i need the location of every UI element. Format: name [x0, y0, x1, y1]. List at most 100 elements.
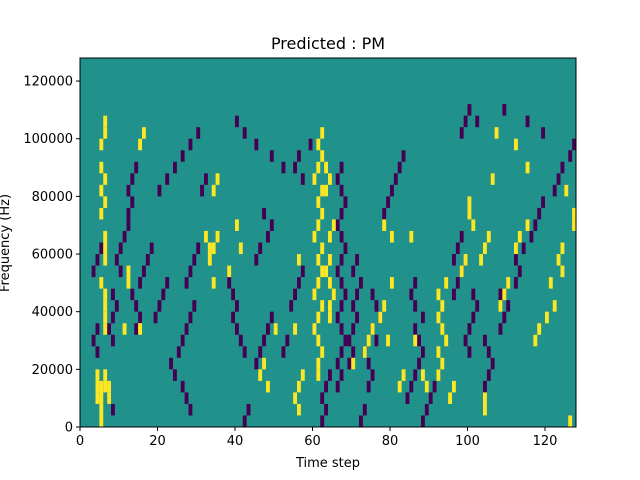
heatmap-cell-low	[421, 415, 425, 427]
heatmap-cell-low	[242, 415, 247, 427]
heatmap-cell-high	[413, 334, 418, 347]
heatmap-cell-high	[436, 346, 441, 358]
heatmap-cell-high	[328, 173, 332, 185]
heatmap-cell-low	[297, 277, 301, 289]
y-tick-label: 120000	[23, 75, 73, 90]
heatmap-cell-low	[390, 184, 394, 197]
heatmap-cell-low	[452, 254, 456, 266]
heatmap-cell-high	[486, 230, 491, 243]
heatmap-cell-high	[316, 161, 321, 174]
heatmap-cell-low	[475, 300, 480, 312]
heatmap-cell-low	[262, 207, 266, 220]
heatmap-cell-low	[231, 311, 235, 324]
heatmap-cell-low	[204, 173, 208, 185]
heatmap-cell-low	[235, 300, 239, 312]
heatmap-cell-high	[370, 323, 375, 335]
heatmap-cell-low	[343, 334, 348, 347]
heatmap-cell-high	[436, 288, 441, 301]
heatmap-cell-high	[471, 219, 476, 231]
heatmap-cell-low	[533, 219, 538, 231]
heatmap-cell-high	[564, 184, 569, 197]
heatmap-cell-low	[424, 403, 429, 416]
heatmap-cell-high	[204, 230, 208, 243]
heatmap-cell-high	[514, 242, 518, 255]
heatmap-cell-low	[351, 265, 356, 278]
heatmap-cell-low	[339, 369, 344, 381]
heatmap-cell-low	[374, 300, 379, 312]
heatmap-cell-high	[436, 369, 441, 381]
heatmap-cell-low	[165, 173, 170, 185]
heatmap-cell-high	[99, 207, 104, 220]
heatmap-cell-high	[459, 265, 464, 278]
heatmap-cell-low	[483, 380, 487, 393]
heatmap-cell-low	[145, 254, 150, 266]
heatmap-cell-low	[269, 150, 274, 162]
y-tick-label: 0	[65, 421, 73, 436]
heatmap-cell-high	[386, 334, 390, 347]
heatmap-cell-high	[99, 184, 104, 197]
heatmap-cell-low	[432, 380, 437, 393]
heatmap-cell-low	[161, 288, 166, 301]
heatmap-cell-low	[227, 277, 232, 289]
heatmap-cell-low	[521, 242, 526, 255]
heatmap-cell-low	[130, 196, 135, 208]
heatmap-cell-high	[320, 265, 325, 278]
heatmap-cell-low	[393, 173, 398, 185]
heatmap-cell-high	[320, 184, 325, 197]
heatmap-cell-low	[560, 161, 565, 174]
y-axis: 0 20000 40000 60000 80000 100000 120000	[23, 75, 80, 436]
heatmap-cell-low	[506, 300, 511, 312]
heatmap-cell-high	[138, 323, 142, 335]
heatmap-cell-low	[409, 380, 414, 393]
x-axis: 0 20 40 60 80 100 120	[76, 427, 557, 449]
heatmap-cell-low	[328, 369, 332, 381]
heatmap-cell-low	[258, 242, 263, 255]
heatmap-cell-low	[556, 173, 561, 185]
heatmap-cell-low	[463, 115, 468, 128]
heatmap-cell-low	[568, 150, 573, 162]
x-tick-label: 20	[149, 434, 166, 449]
heatmap-cell-low	[254, 357, 259, 370]
heatmap-cell-low	[134, 161, 139, 174]
heatmap-cell-high	[293, 323, 297, 335]
heatmap-cell-high	[316, 138, 321, 151]
heatmap-cell-high	[227, 265, 232, 278]
heatmap-cell-low	[502, 311, 507, 324]
heatmap-cell-high	[215, 230, 220, 243]
heatmap-cell-high	[401, 369, 406, 381]
heatmap-cell-low	[130, 173, 135, 185]
heatmap-cell-high	[99, 380, 104, 393]
heatmap-cell-low	[188, 403, 193, 416]
heatmap-cell-low	[413, 369, 418, 381]
y-tick-label: 20000	[32, 363, 73, 378]
heatmap-cell-high	[548, 277, 553, 289]
heatmap-cell-high	[452, 380, 456, 393]
heatmap-cell-high	[316, 311, 321, 324]
heatmap-cell-low	[351, 346, 356, 358]
heatmap-cell-high	[103, 380, 108, 393]
heatmap-cell-high	[266, 380, 270, 393]
heatmap-cell-low	[552, 184, 557, 197]
heatmap-cell-low	[455, 277, 460, 289]
heatmap-cell-high	[103, 300, 108, 312]
heatmap-cell-low	[122, 230, 127, 243]
heatmap-cell-low	[246, 403, 251, 416]
heatmap-cell-low	[308, 138, 313, 151]
y-axis-label: Frequency (Hz)	[0, 194, 13, 292]
y-tick-label: 100000	[23, 132, 73, 147]
heatmap-cell-high	[316, 277, 321, 289]
y-tick-label: 60000	[32, 248, 73, 263]
heatmap-cell-high	[424, 380, 429, 393]
heatmap-cell-low	[126, 219, 131, 231]
heatmap-cell-low	[149, 242, 154, 255]
heatmap-cell-high	[293, 392, 297, 404]
heatmap-cell-low	[118, 242, 123, 255]
heatmap-cell-low	[362, 403, 367, 416]
heatmap-cell-low	[370, 369, 375, 381]
heatmap-cell-low	[382, 207, 387, 220]
heatmap-cell-high	[320, 242, 325, 255]
heatmap-cell-low	[235, 323, 239, 335]
x-tick-label: 80	[382, 434, 399, 449]
heatmap-cell-low	[142, 265, 146, 278]
